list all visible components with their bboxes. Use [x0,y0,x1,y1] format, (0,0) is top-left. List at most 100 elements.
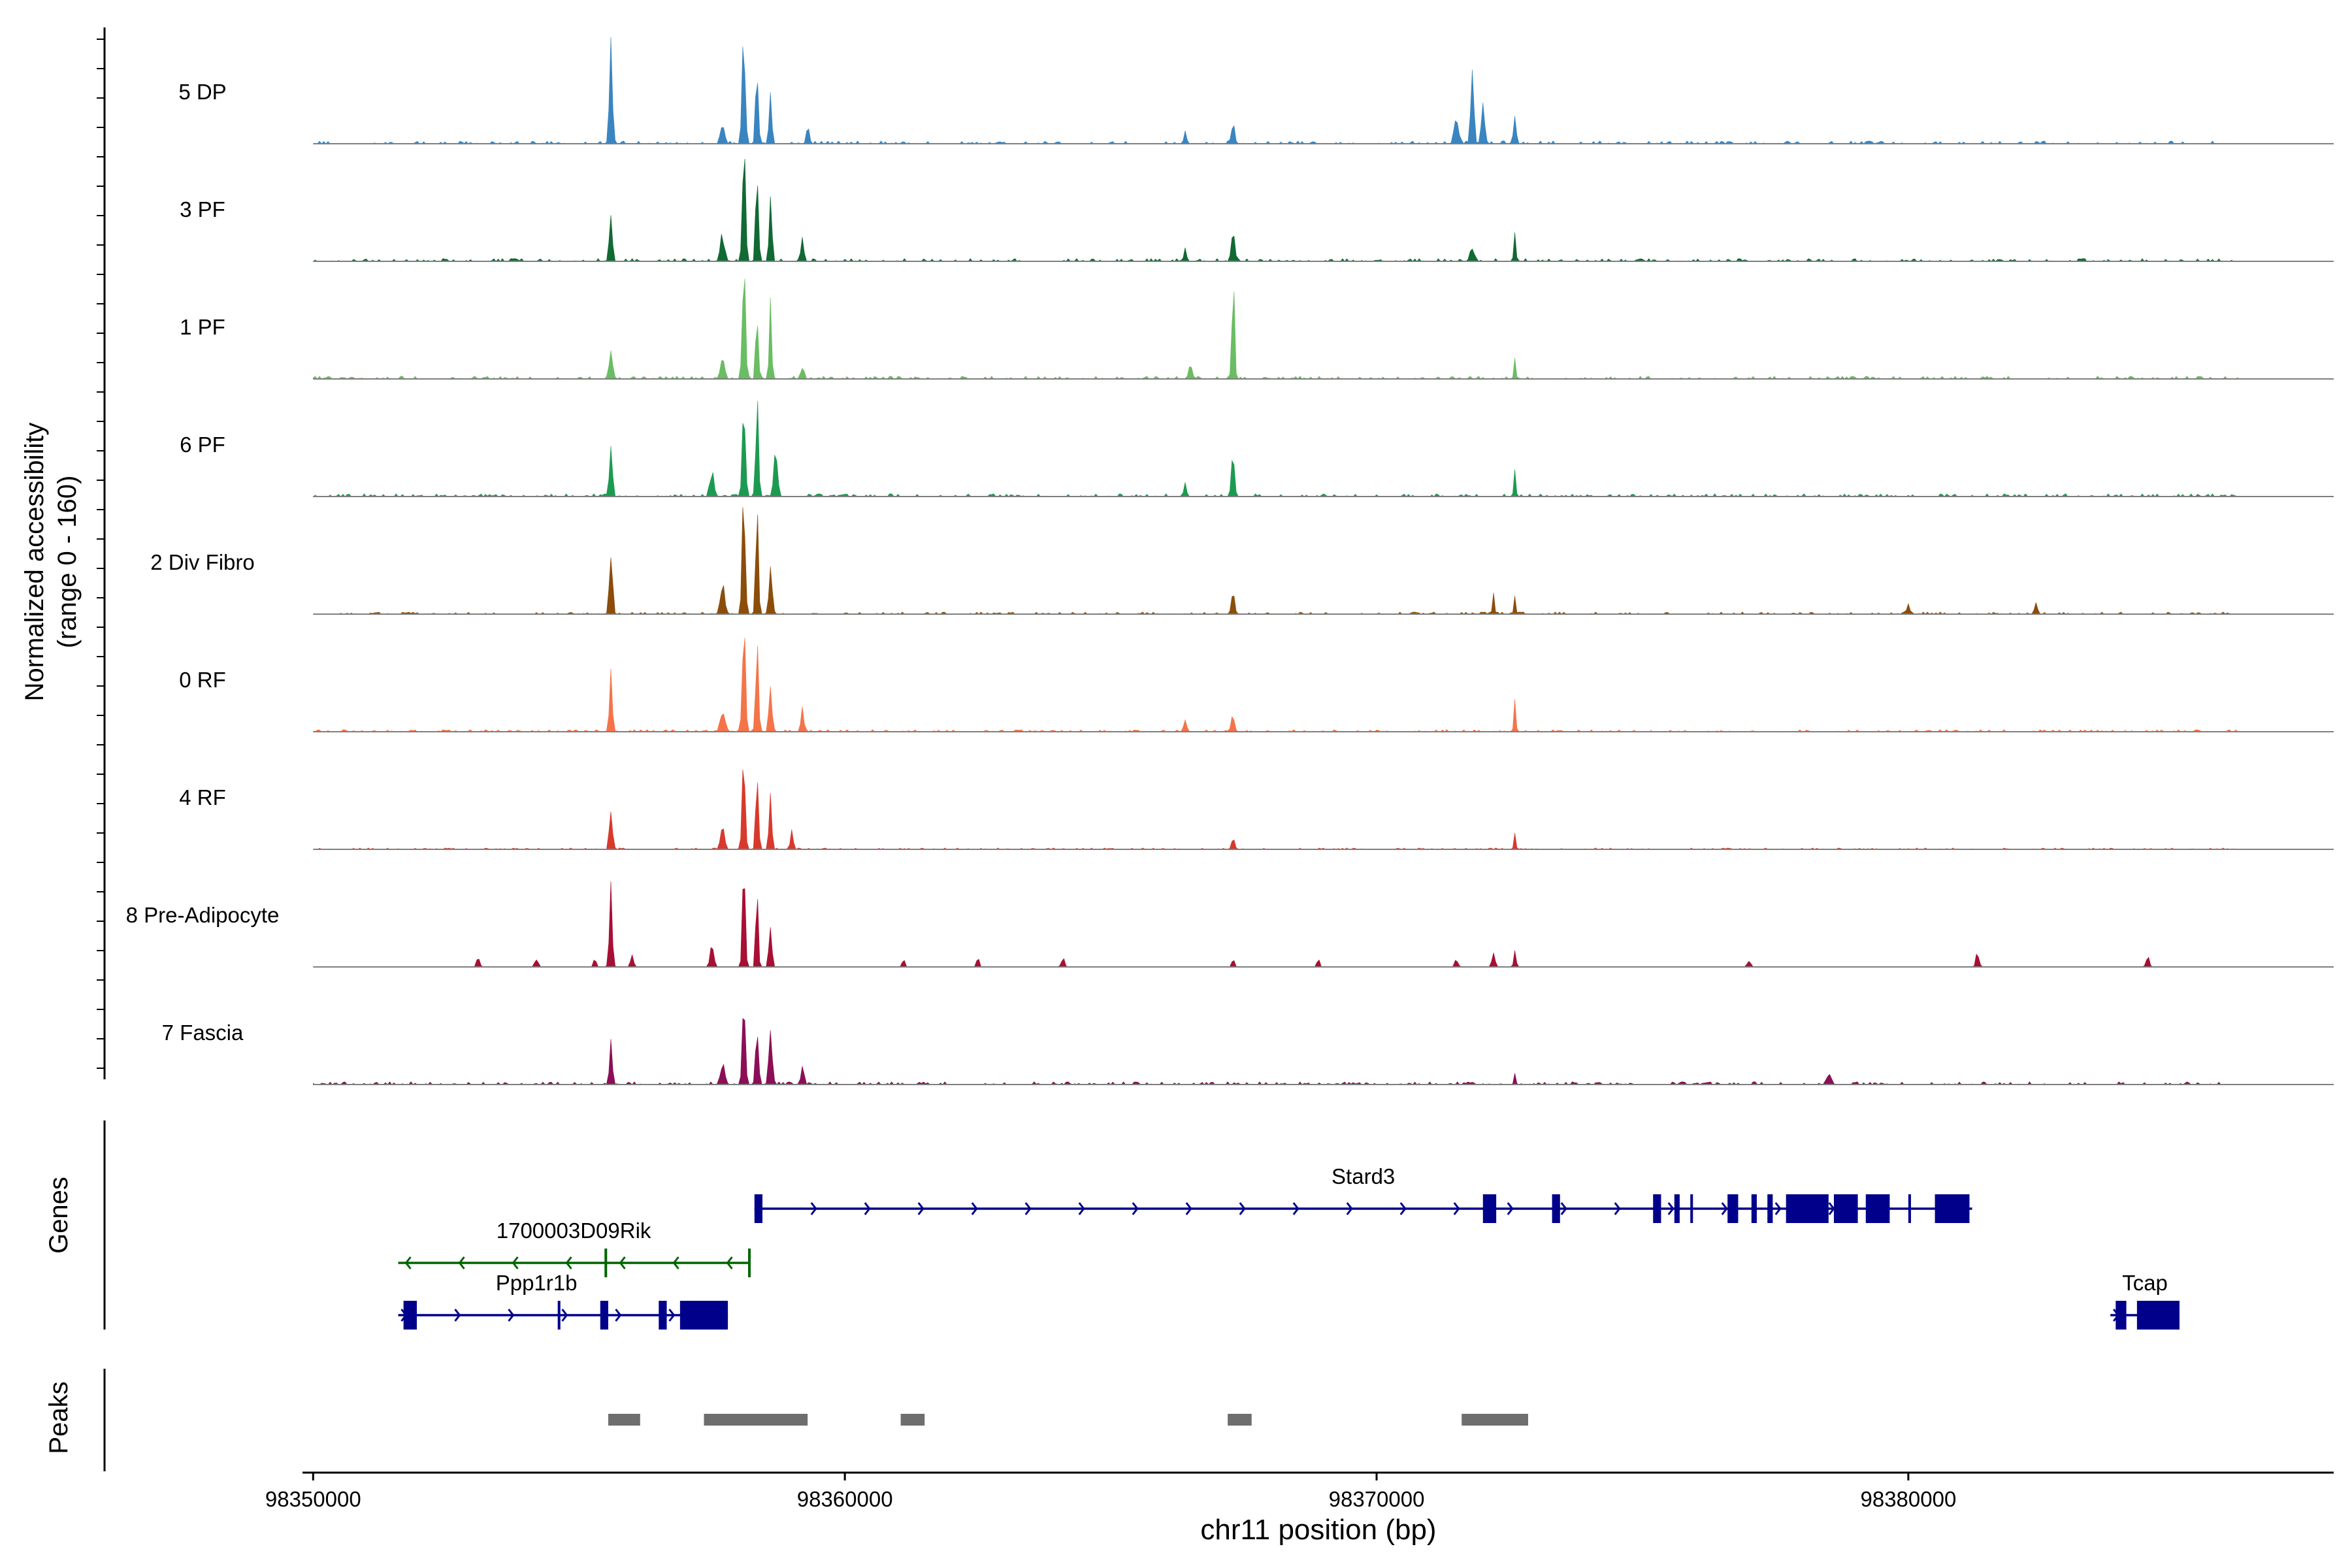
strand-arrow [1132,1202,1139,1215]
peak-region [900,1414,925,1426]
gene-exon [604,1249,608,1277]
peak-region [704,1414,808,1426]
x-tick-label: 98350000 [265,1487,361,1511]
strand-arrow [668,1309,676,1322]
strand-arrow [1828,1202,1835,1215]
gene-ppp1r1b: Ppp1r1b [398,1271,728,1330]
strand-arrow [1774,1202,1782,1215]
coverage-area [313,278,2238,380]
gene-exon [2136,1301,2180,1330]
track-label: 8 Pre-Adipocyte [126,903,280,927]
coverage-tracks [312,37,2334,1085]
strand-arrow [619,1256,626,1269]
gene-exon [1865,1194,1890,1223]
track-3-pf [312,159,2334,262]
peak-region [1228,1414,1252,1426]
track-8-pre-adipocyte [313,881,2334,968]
strand-arrow [672,1256,679,1269]
strand-arrow [454,1309,461,1322]
strand-arrow [561,1309,568,1322]
coverage-area [313,1018,2238,1085]
coverage-area [313,507,2238,615]
track-label: 2 Div Fibro [150,550,255,574]
gene-exon [1833,1194,1858,1223]
track-label: 3 PF [180,197,225,221]
strand-arrow [1346,1202,1353,1215]
track-label: 0 RF [179,668,226,692]
strand-arrow [1078,1202,1085,1215]
strand-arrow [1560,1202,1567,1215]
gene-exon [748,1249,751,1277]
track-7-fascia [313,1018,2334,1085]
gene-label: Ppp1r1b [496,1271,578,1295]
gene-exon [1727,1194,1739,1223]
track-4-rf [313,769,2334,850]
gene-exon [1482,1194,1497,1223]
strand-arrow [565,1256,572,1269]
peaks-panel-label: Peaks [44,1381,73,1454]
gene-exon [1935,1194,1970,1223]
gene-exon [1674,1194,1680,1223]
y-axis-label-line2: (range 0 - 160) [53,476,82,649]
coverage-area [313,881,2238,968]
gene-1700003d09rik: 1700003D09Rik [398,1218,751,1277]
coverage-area [313,638,2239,732]
y-axis-label-line1: Normalized accessibility [20,423,49,702]
strand-arrow [512,1256,519,1269]
gene-tcap: Tcap [2110,1271,2180,1330]
strand-arrow [1507,1202,1514,1215]
strand-arrow [1239,1202,1246,1215]
coverage-area [312,159,2238,262]
strand-arrow [1024,1202,1032,1215]
strand-arrow [615,1309,622,1322]
strand-arrow [1292,1202,1299,1215]
strand-arrow [726,1256,733,1269]
strand-arrow [404,1256,412,1269]
gene-stard3: Stard3 [754,1164,1972,1223]
peak-region [608,1414,640,1426]
strand-arrow [458,1256,465,1269]
x-tick-label: 98380000 [1860,1487,1956,1511]
gene-exon [1690,1194,1693,1223]
strand-arrow [1667,1202,1674,1215]
track-label: 5 DP [178,80,226,104]
gene-label: 1700003D09Rik [497,1218,651,1243]
track-label: 7 Fascia [162,1021,244,1045]
gene-exon [403,1301,417,1330]
gene-exon [1653,1194,1661,1223]
track-label: 4 RF [179,785,226,809]
gene-exon [557,1301,561,1330]
track-0-rf [313,638,2334,732]
gene-exon [659,1301,667,1330]
genes-panel-label: Genes [44,1177,73,1254]
track-5-dp [313,37,2334,144]
strand-arrow [864,1202,871,1215]
x-axis-title: chr11 position (bp) [1200,1514,1436,1546]
gene-exon [1786,1194,1829,1223]
x-axis: 98350000 98360000 98370000 98380000 [265,1471,2334,1511]
gene-exon [2115,1301,2127,1330]
gene-exon [679,1301,728,1330]
gene-label: Tcap [2122,1271,2168,1295]
strand-arrow [508,1309,515,1322]
x-tick-label: 98370000 [1329,1487,1425,1511]
peak-regions [608,1414,1528,1426]
track-labels: 5 DP 3 PF 1 PF 6 PF 2 Div Fibro 0 RF 4 RF 8 Pre… [126,80,280,1045]
gene-exon [1767,1194,1773,1223]
coverage-area [313,37,2238,144]
strand-arrow [1721,1202,1728,1215]
strand-arrow [1453,1202,1460,1215]
gene-exon [1552,1194,1560,1223]
gene-exon [1908,1194,1911,1223]
strand-arrow [1614,1202,1621,1215]
peak-region [1462,1414,1528,1426]
strand-arrow [917,1202,924,1215]
gene-exon [754,1194,763,1223]
gene-exon [1751,1194,1757,1223]
gene-exon [600,1301,608,1330]
track-6-pf [312,400,2334,497]
gene-annotations: Stard3 1700003D09Rik Ppp1r1b Tcap [398,1164,2180,1330]
strand-arrow [1399,1202,1407,1215]
y-axes [97,27,106,1471]
